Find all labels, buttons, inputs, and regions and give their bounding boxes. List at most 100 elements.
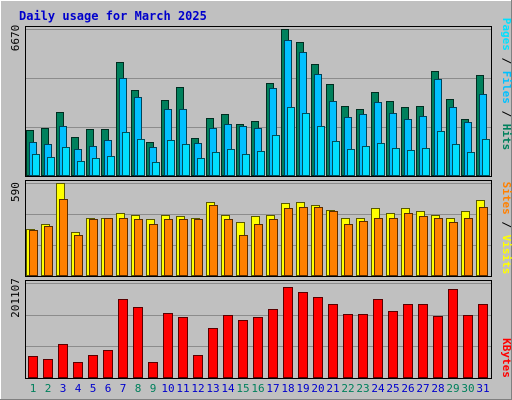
bar-kbytes-day-25 [388, 311, 398, 378]
y-max-label-visits: 590 [9, 182, 22, 202]
day-label-27: 27 [416, 382, 429, 395]
day-label-19: 19 [296, 382, 309, 395]
bar-pages-day-26 [407, 150, 415, 176]
bar-sites-day-30 [464, 218, 473, 276]
bar-sites-day-23 [359, 221, 368, 276]
bar-kbytes-day-8 [133, 307, 143, 378]
bar-sites-day-8 [134, 219, 143, 276]
bar-sites-day-29 [449, 222, 458, 276]
bar-kbytes-day-20 [313, 297, 323, 378]
bar-kbytes-day-14 [223, 315, 233, 378]
bar-sites-day-16 [254, 224, 263, 276]
day-label-12: 12 [191, 382, 204, 395]
day-label-1: 1 [30, 382, 37, 395]
day-label-29: 29 [446, 382, 459, 395]
bar-pages-day-3 [62, 147, 70, 176]
bar-sites-day-13 [209, 205, 218, 276]
panel-kbytes [25, 280, 492, 379]
bar-kbytes-day-4 [73, 362, 83, 378]
bar-sites-day-31 [479, 207, 488, 276]
bar-pages-day-18 [287, 107, 295, 176]
bar-sites-day-2 [44, 226, 53, 276]
bar-pages-day-28 [437, 131, 445, 176]
bar-pages-day-19 [302, 113, 310, 176]
bar-pages-day-16 [257, 151, 265, 176]
day-label-10: 10 [161, 382, 174, 395]
bar-sites-day-19 [299, 207, 308, 276]
bar-sites-day-14 [224, 219, 233, 276]
bar-kbytes-day-24 [373, 299, 383, 378]
bar-kbytes-day-28 [433, 316, 443, 378]
bar-kbytes-day-16 [253, 317, 263, 378]
bar-kbytes-day-17 [268, 309, 278, 378]
bar-pages-day-31 [482, 139, 490, 176]
bar-kbytes-day-22 [343, 314, 353, 378]
bar-pages-day-5 [92, 158, 100, 176]
bar-sites-day-15 [239, 235, 248, 276]
bar-kbytes-day-6 [103, 350, 113, 378]
bar-sites-day-5 [89, 219, 98, 276]
bar-sites-day-3 [59, 199, 68, 276]
bar-pages-day-8 [137, 139, 145, 176]
bar-sites-day-10 [164, 219, 173, 276]
panel-visits-sites [25, 180, 492, 277]
bar-pages-day-14 [227, 149, 235, 176]
bar-pages-day-24 [377, 143, 385, 176]
day-label-14: 14 [221, 382, 235, 395]
bar-kbytes-day-13 [208, 328, 218, 378]
bar-kbytes-day-9 [148, 362, 158, 378]
bar-kbytes-day-26 [403, 304, 413, 378]
bar-pages-day-13 [212, 152, 220, 176]
day-label-9: 9 [150, 382, 157, 395]
bar-pages-day-12 [197, 158, 205, 176]
bar-pages-day-23 [362, 146, 370, 176]
legend-sep-1: / [500, 51, 512, 71]
bar-kbytes-day-31 [478, 304, 488, 378]
day-label-26: 26 [401, 382, 414, 395]
bar-sites-day-4 [74, 235, 83, 276]
bar-kbytes-day-30 [463, 315, 473, 378]
bar-sites-day-18 [284, 208, 293, 276]
y-max-label-kbytes: 201107 [9, 278, 22, 318]
bar-kbytes-day-1 [28, 356, 38, 378]
day-label-25: 25 [386, 382, 399, 395]
day-label-28: 28 [431, 382, 444, 395]
bar-sites-day-27 [419, 216, 428, 276]
bar-kbytes-day-3 [58, 344, 68, 378]
day-label-21: 21 [326, 382, 339, 395]
bar-sites-day-12 [194, 219, 203, 276]
legend-sep-2: / [500, 104, 512, 124]
bar-sites-day-22 [344, 224, 353, 276]
day-label-23: 23 [356, 382, 369, 395]
legend-top: Pages / Files / Hits [500, 18, 512, 151]
day-label-20: 20 [311, 382, 324, 395]
day-label-31: 31 [476, 382, 489, 395]
legend-kbytes: KBytes [500, 338, 512, 378]
bar-pages-day-21 [332, 141, 340, 176]
bar-sites-day-21 [329, 211, 338, 276]
legend-sep-3: / [500, 215, 512, 235]
panel-hits-files-pages [25, 26, 492, 177]
bar-sites-day-25 [389, 218, 398, 276]
day-label-17: 17 [266, 382, 279, 395]
bar-pages-day-17 [272, 135, 280, 176]
day-label-5: 5 [90, 382, 97, 395]
bar-sites-day-24 [374, 218, 383, 276]
bar-sites-day-7 [119, 218, 128, 276]
day-label-8: 8 [135, 382, 142, 395]
day-label-16: 16 [251, 382, 264, 395]
bar-pages-day-29 [452, 144, 460, 176]
day-label-30: 30 [461, 382, 474, 395]
day-label-13: 13 [206, 382, 219, 395]
bar-pages-day-11 [182, 144, 190, 176]
bar-sites-day-28 [434, 218, 443, 276]
day-label-11: 11 [176, 382, 189, 395]
bar-pages-day-27 [422, 148, 430, 176]
bar-sites-day-26 [404, 213, 413, 276]
legend-sites: Sites [500, 182, 512, 215]
bar-pages-day-7 [122, 132, 130, 176]
day-label-15: 15 [236, 382, 249, 395]
bar-kbytes-day-10 [163, 313, 173, 378]
bar-pages-day-22 [347, 149, 355, 176]
day-label-4: 4 [75, 382, 82, 395]
